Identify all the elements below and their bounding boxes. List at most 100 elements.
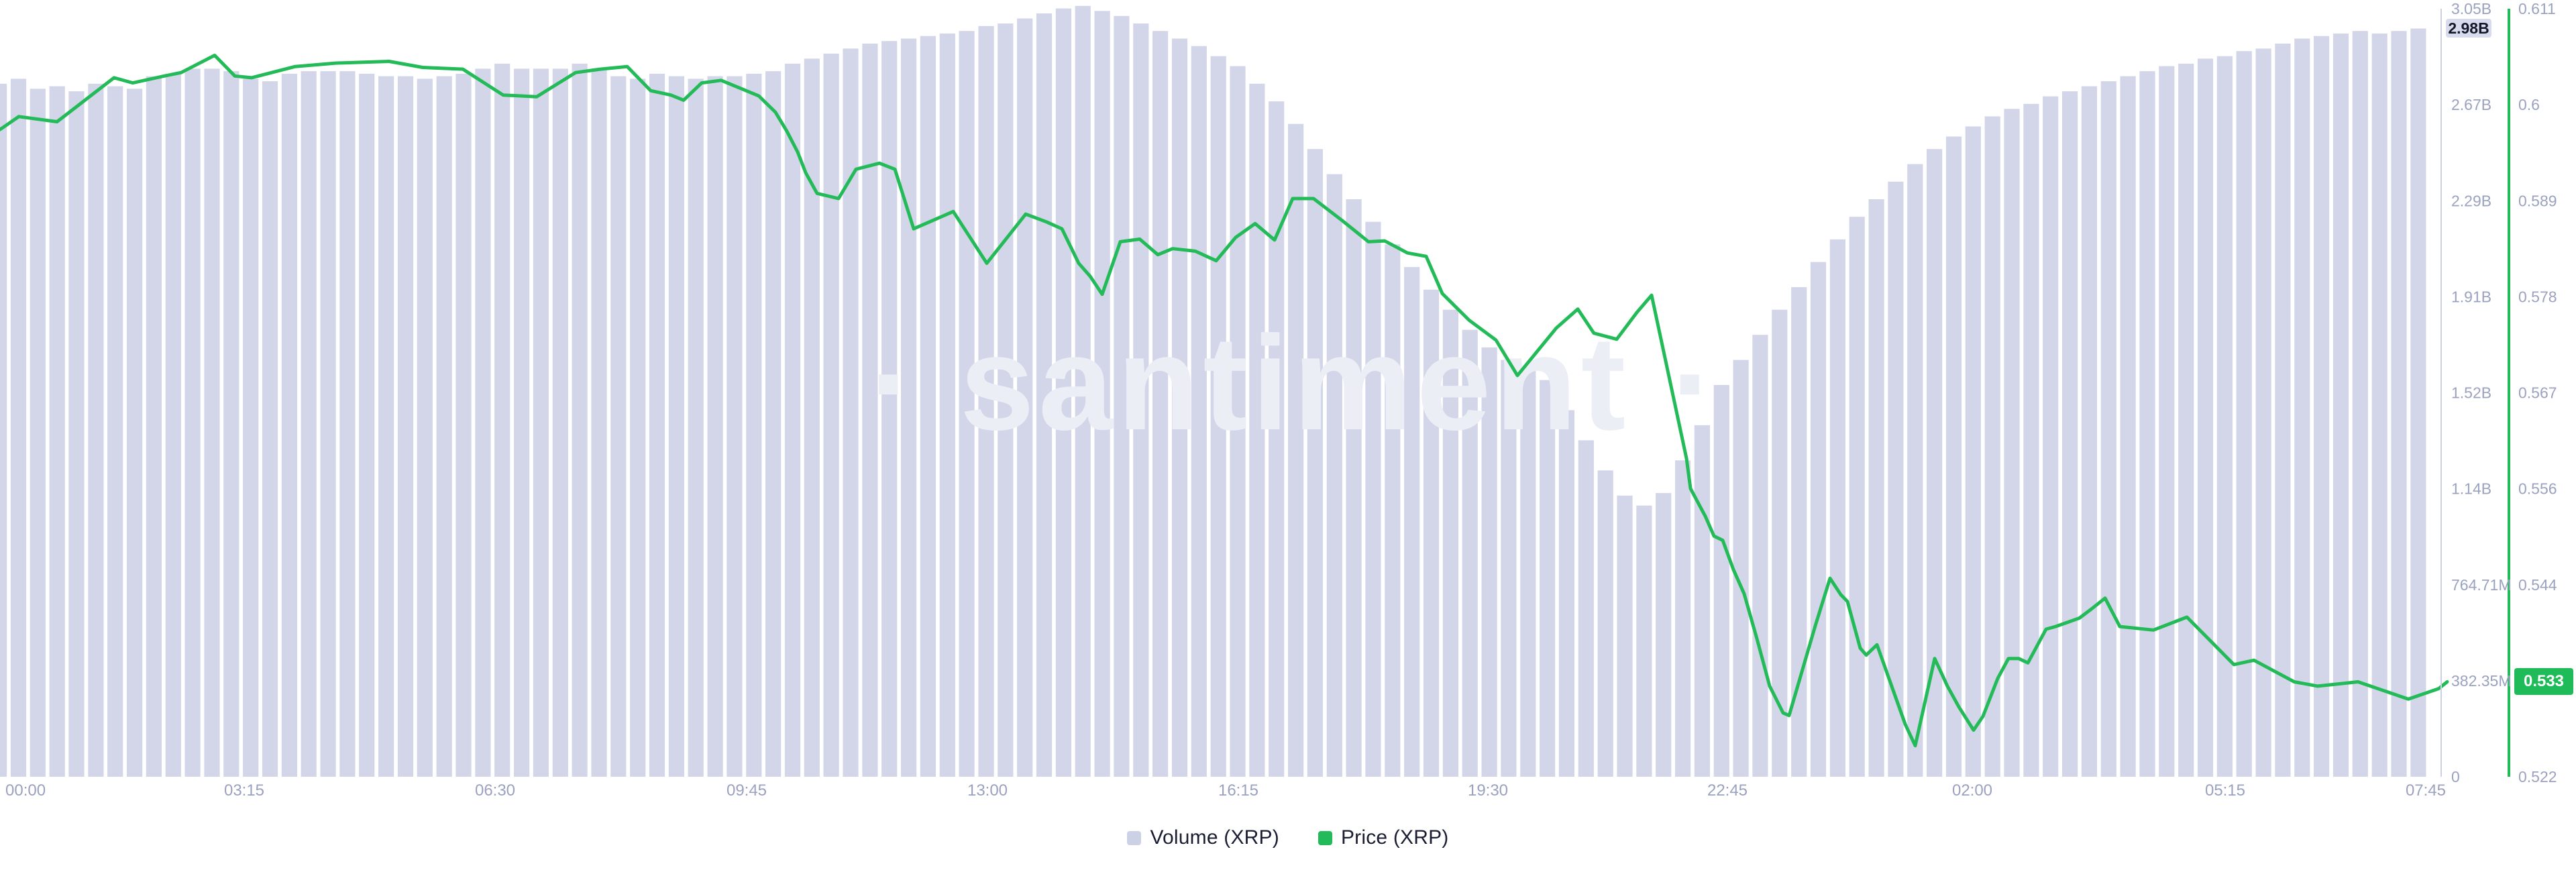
volume-bar <box>1984 116 2000 777</box>
volume-bar <box>68 91 85 777</box>
volume-bar <box>1501 360 1517 777</box>
volume-bar <box>204 68 220 777</box>
volume-bar <box>765 71 782 777</box>
volume-bar <box>1733 360 1749 777</box>
volume-bar <box>49 86 65 777</box>
volume-bar <box>591 68 607 777</box>
volume-bar <box>1791 287 1807 777</box>
volume-bar <box>397 76 414 777</box>
volume-bar <box>320 71 336 777</box>
time-axis-label: 19:30 <box>1468 781 1508 800</box>
volume-bar <box>1365 221 1381 777</box>
volume-bar <box>339 71 356 777</box>
time-axis-label: 06:30 <box>475 781 515 800</box>
volume-tick-label: 2.67B <box>2451 96 2491 113</box>
volume-bar <box>2023 103 2039 777</box>
volume-bar <box>1945 136 1962 777</box>
volume-bar <box>223 71 239 777</box>
volume-bar <box>494 63 511 777</box>
santiment-watermark: · santiment · <box>870 309 1720 458</box>
volume-bar <box>2314 36 2330 777</box>
volume-bar <box>10 78 27 777</box>
time-axis-label: 00:00 <box>5 781 46 800</box>
volume-bar <box>1481 347 1497 777</box>
volume-bar <box>243 78 259 777</box>
volume-bar <box>88 83 104 777</box>
volume-bars <box>0 5 2426 777</box>
volume-bar <box>0 83 7 777</box>
volume-bar <box>2294 38 2310 777</box>
volume-bar <box>455 73 472 777</box>
volume-tick-label: 0 <box>2451 768 2460 785</box>
volume-bar <box>978 25 994 777</box>
price-tick-label: 0.556 <box>2518 480 2557 498</box>
volume-swatch-icon <box>1127 830 1142 845</box>
volume-bar <box>301 71 317 777</box>
volume-bar <box>2062 91 2078 777</box>
volume-tick-label: 1.91B <box>2451 288 2491 305</box>
volume-bar <box>959 31 975 777</box>
volume-bar <box>1133 23 1149 777</box>
volume-bar <box>1927 149 1943 777</box>
volume-tick-label: 1.52B <box>2451 384 2491 402</box>
volume-bar <box>1888 181 1904 777</box>
volume-bar <box>1326 174 1342 777</box>
time-axis-label: 13:00 <box>967 781 1008 800</box>
time-axis-label: 07:45 <box>2406 781 2446 800</box>
volume-bar <box>1694 425 1710 777</box>
volume-bar <box>939 34 955 777</box>
volume-bar <box>1191 46 1207 777</box>
volume-bar <box>1075 5 1091 777</box>
price-swatch-icon <box>1318 830 1332 845</box>
volume-bar <box>2159 66 2175 777</box>
volume-bar <box>262 81 278 777</box>
volume-bar <box>1114 15 1130 777</box>
volume-bar <box>1152 31 1169 777</box>
volume-tick-label: 3.05B <box>2451 0 2491 17</box>
volume-bar <box>2043 96 2059 777</box>
volume-bar <box>165 73 181 777</box>
volume-tick-label: 2.29B <box>2451 192 2491 209</box>
volume-bar <box>1965 126 1981 777</box>
time-axis-label: 22:45 <box>1707 781 1748 800</box>
legend-item-volume[interactable]: Volume (XRP) <box>1127 826 1279 849</box>
volume-bar <box>881 41 898 777</box>
volume-bar <box>417 78 433 777</box>
price-tick-label: 0.589 <box>2518 192 2557 209</box>
volume-bar <box>2100 81 2116 777</box>
volume-bar <box>727 76 743 777</box>
volume-bar <box>1307 149 1323 777</box>
volume-bar <box>2178 63 2194 777</box>
volume-bar <box>2275 44 2291 777</box>
volume-bar <box>127 89 143 777</box>
volume-bar <box>823 53 839 777</box>
time-axis-label: 05:15 <box>2205 781 2245 800</box>
volume-bar <box>1017 18 1033 777</box>
volume-bar <box>1558 410 1574 777</box>
volume-bar <box>359 73 375 777</box>
volume-bar <box>2004 109 2020 777</box>
price-tick-label: 0.578 <box>2518 288 2557 305</box>
volume-bar <box>1656 493 1672 777</box>
volume-bar <box>1772 309 1788 777</box>
volume-bar <box>784 63 801 777</box>
volume-bar <box>998 23 1014 777</box>
volume-tick-label: 1.14B <box>2451 480 2491 498</box>
volume-bar <box>2410 28 2426 777</box>
volume-bar <box>1230 66 1246 777</box>
legend-item-price[interactable]: Price (XRP) <box>1318 826 1449 849</box>
volume-bar <box>514 68 530 777</box>
volume-bar <box>1520 370 1536 777</box>
volume-bar <box>688 78 704 777</box>
volume-bar <box>630 78 646 777</box>
volume-bar <box>1423 289 1440 777</box>
volume-bar <box>1578 440 1594 777</box>
volume-bar <box>2139 71 2155 777</box>
price-tick-label: 0.544 <box>2518 576 2557 594</box>
volume-bar <box>30 89 46 777</box>
volume-bar <box>1617 495 1633 777</box>
volume-bar <box>2216 56 2233 777</box>
volume-bar <box>862 44 878 777</box>
